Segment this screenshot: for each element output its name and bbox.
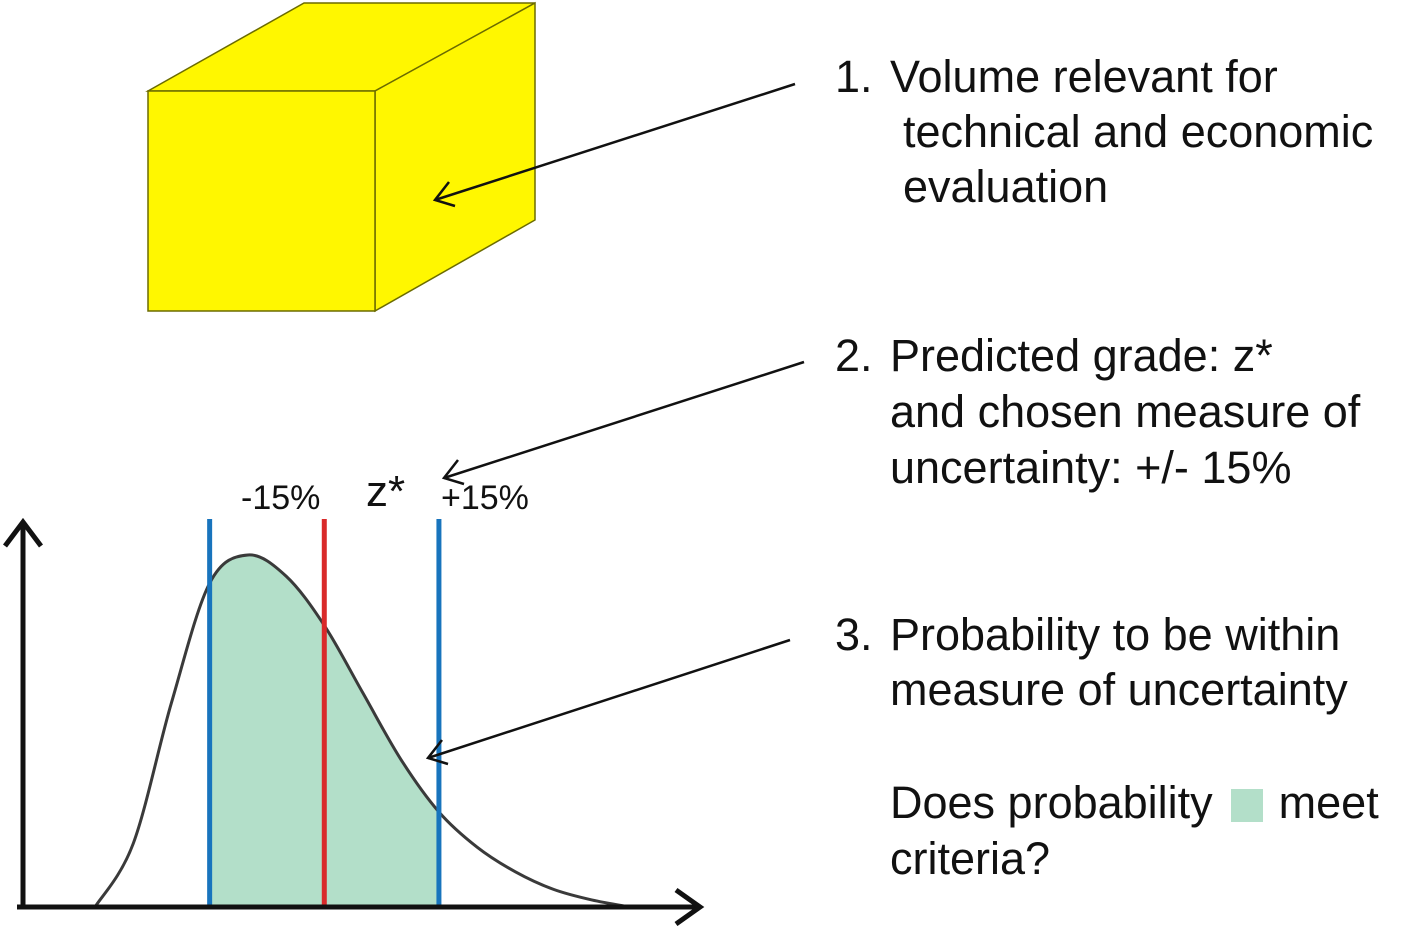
pointer-arrow-2 <box>441 360 805 486</box>
probability-swatch <box>1230 789 1263 822</box>
question-line-1: Does probability meet <box>890 775 1379 831</box>
x-axis-arrowhead <box>674 887 705 926</box>
item-2-line-1: Predicted grade: z* <box>890 330 1273 381</box>
upper-limit-label: +15% <box>441 479 529 517</box>
estimate-label: z* <box>366 467 406 516</box>
item-2-number: 2. <box>835 330 873 381</box>
y-axis-arrowhead <box>3 517 43 548</box>
item-1-line-2: technical and economic <box>903 106 1374 157</box>
item-3-number: 3. <box>835 609 873 660</box>
item-2-line-3: uncertainty: +/- 15% <box>890 442 1292 493</box>
pointer-arrow-1 <box>432 82 796 208</box>
distribution-curve <box>93 553 631 909</box>
question-line-2: criteria? <box>890 833 1051 884</box>
item-2-line-2: and chosen measure of <box>890 386 1361 437</box>
distribution-chart <box>3 517 705 926</box>
item-1-line-1: Volume relevant for <box>890 51 1278 102</box>
question-after-text: meet <box>1278 777 1379 828</box>
volume-box <box>145 1 536 313</box>
item-1-line-3: evaluation <box>903 161 1109 212</box>
item-3-line-2: measure of uncertainty <box>890 664 1348 715</box>
chart-axes <box>3 517 705 926</box>
lower-limit-label: -15% <box>241 479 321 517</box>
item-1-number: 1. <box>835 51 873 102</box>
pointer-arrow-3 <box>425 638 791 766</box>
question-before-text: Does probability <box>890 777 1213 828</box>
volume-box-front-face <box>147 90 376 312</box>
item-3-line-1: Probability to be within <box>890 609 1341 660</box>
